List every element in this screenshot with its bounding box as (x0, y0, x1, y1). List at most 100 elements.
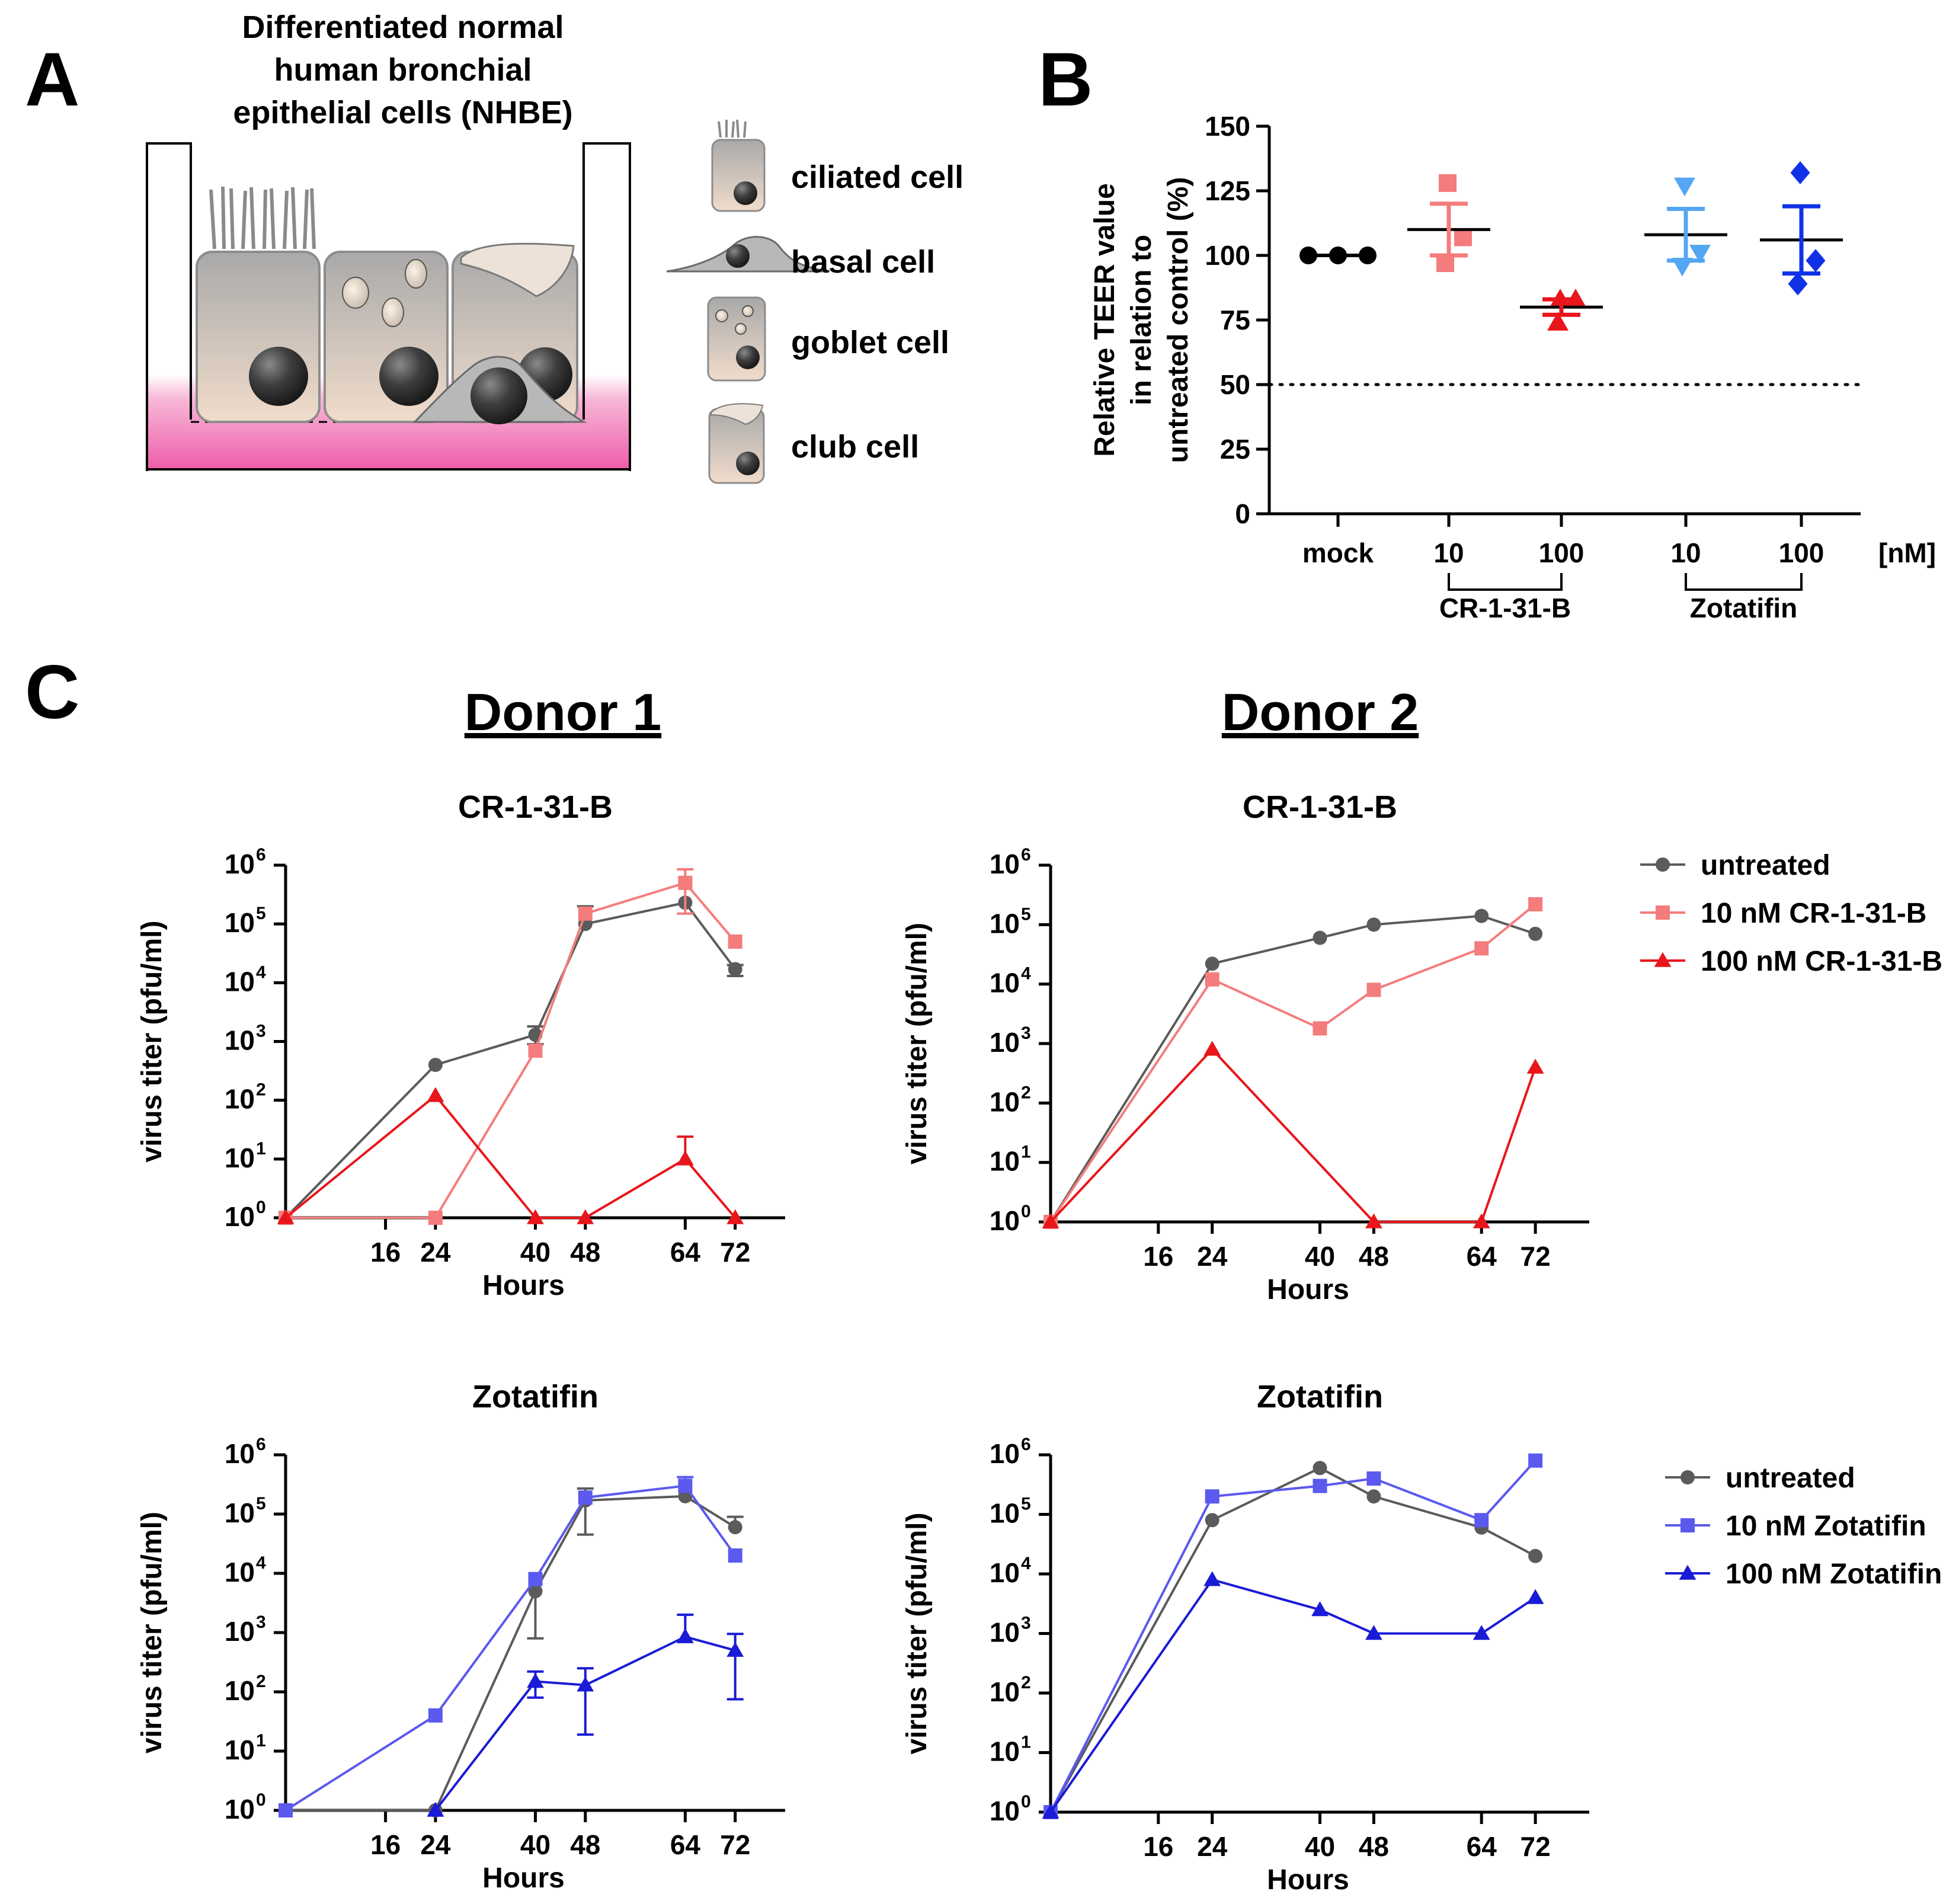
y-tick-label: 10 (225, 1557, 255, 1588)
panel-c: C Donor 1 Donor 2 CR-1-31-B10 010 110 210 31… (25, 650, 1942, 1896)
data-point (528, 1572, 543, 1586)
x-tick-label: 72 (720, 1829, 750, 1860)
cr-legend: untreated 10 nM CR-1-31-B 100 nM CR-1-31-B (1640, 850, 1942, 977)
y-tick-exponent: 5 (1021, 1495, 1031, 1514)
mini-nucleus (734, 181, 757, 205)
y-tick-label: 10 (990, 1438, 1020, 1469)
data-point (1526, 1058, 1544, 1074)
y-tick-label: 10 (990, 968, 1020, 999)
teer-point (1454, 228, 1472, 247)
y-axis-title: untreated control (%) (1163, 177, 1194, 463)
y-axis-title: Relative TEER value (1089, 183, 1121, 457)
teer-point (1547, 312, 1569, 331)
data-point (528, 1043, 543, 1058)
data-point (427, 1087, 444, 1102)
x-tick-label: 16 (370, 1829, 401, 1860)
series-line (286, 881, 737, 1219)
data-point (1205, 972, 1219, 987)
data-point (527, 1672, 544, 1688)
x-axis-title: Hours (482, 1863, 565, 1894)
y-axis-title: virus titer (pfu/ml) (901, 923, 933, 1164)
y-tick-exponent: 2 (256, 1080, 266, 1100)
y-axis-title: virus titer (pfu/ml) (136, 1512, 168, 1753)
series-line (284, 1484, 737, 1812)
data-point (1042, 1213, 1059, 1228)
series-line (286, 1495, 736, 1812)
y-tick-label: 50 (1220, 369, 1250, 400)
x-tick-label: 16 (1143, 1831, 1173, 1862)
y-tick-label: 10 (990, 1736, 1020, 1767)
y-axis-title: virus titer (pfu/ml) (901, 1512, 933, 1754)
y-tick-label: 10 (990, 1086, 1020, 1117)
legend-marker (1656, 905, 1670, 920)
mini-club-dome (710, 403, 764, 425)
y-tick-exponent: 3 (256, 1022, 266, 1041)
data-point (578, 906, 593, 921)
y-tick-exponent: 0 (1021, 1202, 1031, 1221)
panel-letter-b: B (1038, 37, 1093, 122)
transwell-walls (146, 142, 631, 471)
y-tick-exponent: 1 (1021, 1143, 1031, 1162)
y-tick-label: 10 (990, 1557, 1020, 1588)
group-label: Zotatifin (1690, 593, 1797, 623)
panel-letter-a: A (25, 37, 79, 122)
x-tick-label: 24 (420, 1829, 451, 1860)
y-tick-exponent: 5 (256, 1494, 266, 1513)
y-tick-exponent: 5 (256, 904, 266, 923)
y-tick-label: 10 (225, 907, 255, 938)
teer-point (1689, 245, 1711, 264)
data-point (1313, 930, 1327, 945)
mini-cilia (718, 119, 747, 138)
series-line (1049, 914, 1536, 1223)
y-tick-label: 25 (1220, 434, 1250, 465)
teer-point (1674, 177, 1695, 197)
mini-vesicle (742, 305, 754, 317)
data-point (277, 1209, 295, 1224)
chart-title: Zotatifin (1257, 1379, 1383, 1415)
data-point (1366, 1489, 1381, 1504)
x-tick-label: 64 (670, 1237, 701, 1268)
y-tick-label: 10 (990, 1146, 1020, 1177)
group-bracket (1448, 573, 1563, 591)
panel-a-title-2: human bronchial (274, 52, 532, 88)
basal-cell-nucleus (470, 367, 527, 424)
y-tick-label: 10 (225, 1201, 255, 1232)
data-point (1313, 1021, 1327, 1036)
data-point (577, 1209, 594, 1224)
x-tick-label: 24 (420, 1237, 451, 1268)
y-tick-label: 10 (990, 1796, 1020, 1826)
y-tick-exponent: 2 (256, 1672, 266, 1691)
data-point (1366, 1471, 1381, 1486)
teer-point (1788, 272, 1808, 296)
y-tick-label: 10 (225, 1143, 255, 1173)
legend-goblet-cell: goblet cell (707, 296, 949, 382)
legend-label: 100 nM Zotatifin (1726, 1559, 1942, 1590)
y-tick-label: 10 (225, 1794, 255, 1825)
teer-chart: 0 25 50 75 100 125 150 mock 10 100 10 100 [nM] CR-1-3… (1089, 111, 1936, 623)
goblet-cell-label: goblet cell (791, 325, 949, 360)
goblet-vesicle (382, 297, 404, 327)
y-tick-exponent: 5 (1021, 904, 1031, 924)
y-tick-exponent: 2 (1021, 1673, 1031, 1692)
data-point (1313, 1461, 1327, 1476)
data-point (428, 1708, 443, 1723)
y-tick-label: 10 (225, 1497, 255, 1528)
x-tick-label: 48 (570, 1829, 600, 1860)
y-tick-label: 10 (990, 1676, 1020, 1707)
y-tick-label: 10 (990, 1027, 1020, 1058)
y-tick-exponent: 1 (256, 1731, 266, 1751)
series-line (284, 1094, 737, 1219)
data-point (1366, 917, 1381, 932)
cell-legend: ciliated cell basal cell goblet cell clu… (666, 119, 964, 484)
series-line (1049, 1460, 1537, 1813)
x-tick-label: 48 (1359, 1241, 1389, 1272)
legend-label: 10 nM Zotatifin (1726, 1511, 1926, 1542)
data-point (1365, 1625, 1382, 1640)
basal-cell-illustration (412, 356, 587, 424)
mini-vesicle (735, 323, 747, 335)
x-tick-label: 10 (1670, 537, 1701, 568)
x-tick-label: 72 (1521, 1831, 1551, 1862)
